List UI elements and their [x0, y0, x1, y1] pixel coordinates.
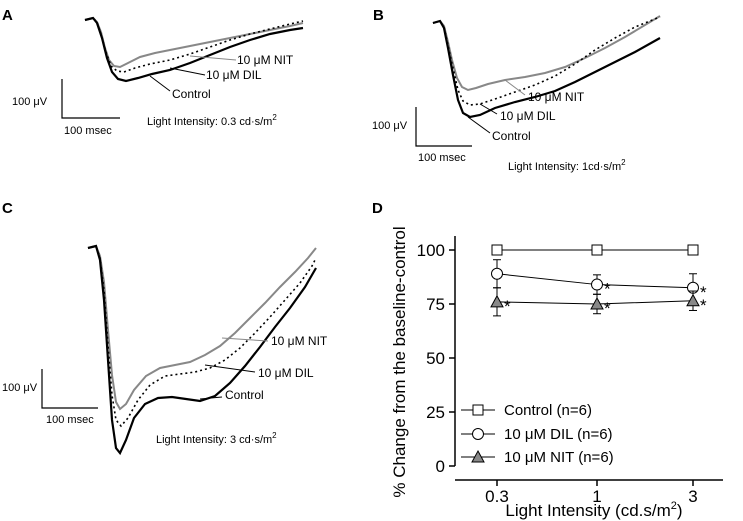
panel-c-dil-label: 10 μM DIL: [258, 366, 314, 380]
y-tick-label: 0: [436, 457, 445, 476]
panel-a-scale-time: 100 msec: [64, 125, 112, 137]
panel-a-intensity: Light Intensity: 0.3 cd·s/m2: [147, 113, 277, 128]
panel-c: C 10 μM NIT 10 μM DIL Control 100 μV 100…: [2, 200, 328, 456]
panel-b-nit-trace: [432, 15, 661, 92]
panel-c-scale-time: 100 msec: [46, 414, 94, 426]
x-axis-title-close: ): [677, 501, 683, 520]
panel-c-nit-trace: [87, 244, 317, 411]
data-point-triangle: [686, 293, 700, 307]
panel-a-intensity-text: Light Intensity: 0.3 cd·s/m: [147, 116, 272, 128]
data-point-circle: [591, 278, 603, 291]
panel-a-dil-label: 10 μM DIL: [206, 68, 262, 82]
data-point-square: [687, 244, 699, 256]
data-point-square: [491, 244, 503, 256]
x-axis-title: Light Intensity (cd.s/m2): [505, 500, 682, 520]
x-axis-title-text: Light Intensity (cd.s/m: [505, 501, 670, 520]
panel-b-scale-time: 100 msec: [418, 152, 466, 164]
panel-b-nit-pointer: [504, 79, 526, 96]
significance-star: *: [700, 296, 707, 315]
panel-b-dil-label: 10 μM DIL: [500, 109, 556, 123]
panel-b-control-trace: [432, 19, 661, 119]
panel-c-nit-pointer: [221, 337, 269, 342]
panel-b-control-pointer: [467, 116, 491, 134]
data-point-triangle: [490, 294, 504, 308]
panel-c-dil-pointer: [204, 364, 256, 373]
data-point-circle: [491, 267, 503, 280]
panel-b-dil-trace: [432, 16, 661, 106]
panel-c-control-label: Control: [225, 388, 264, 402]
panel-a-control-pointer: [149, 75, 171, 92]
legend-nit-label: 10 μM NIT (n=6): [504, 449, 614, 466]
panel-c-control-pointer: [199, 396, 223, 400]
panel-b-scale-amp: 100 μV: [372, 120, 408, 132]
panel-b-dil-pointer: [479, 103, 498, 115]
x-tick-label: 1: [592, 487, 601, 506]
panel-d: D % Change from the baseline-control Lig…: [372, 200, 723, 520]
panel-a-scale-amp: 100 μV: [12, 96, 48, 108]
significance-star: *: [504, 297, 511, 316]
legend-control-square-marker: [472, 404, 484, 416]
legend-dil-label: 10 μM DIL (n=6): [504, 426, 613, 443]
series-dil: * *: [491, 259, 707, 303]
y-tick-label: 25: [426, 403, 445, 422]
y-ticks: 0 25 50 75 100: [417, 241, 455, 476]
panel-c-scale-bar: [41, 369, 98, 409]
series-layer: * ** * *: [490, 244, 707, 318]
panel-c-intensity-sup: 2: [272, 431, 277, 440]
panel-d-letter: D: [372, 200, 383, 217]
legend-control-label: Control (n=6): [504, 402, 592, 419]
significance-star: *: [700, 283, 707, 302]
panel-c-nit-label: 10 μM NIT: [271, 334, 328, 348]
panel-b-intensity: Light Intensity: 1cd·s/m2: [508, 158, 626, 173]
panel-c-intensity-text: Light Intensity: 3 cd·s/m: [156, 434, 272, 446]
x-ticks: 0.3 1 3: [485, 480, 698, 506]
y-axis-title: % Change from the baseline-control: [390, 226, 409, 497]
panel-a-dil-trace: [84, 17, 304, 73]
panel-a-scale-bar: [61, 79, 120, 119]
panel-c-scale-amp: 100 μV: [2, 382, 38, 394]
panel-a-control-label: Control: [172, 87, 211, 101]
panel-c-control-trace: [87, 244, 317, 456]
significance-star: *: [604, 299, 611, 318]
panel-b-intensity-text: Light Intensity: 1cd·s/m: [508, 161, 621, 173]
data-point-square: [591, 244, 603, 256]
panel-a: A 10 μM NIT 10 μM DIL Control 100 μV 100…: [2, 7, 304, 137]
panel-b-scale-bar: [415, 107, 472, 147]
panel-a-letter: A: [2, 7, 13, 24]
data-point-triangle: [590, 296, 604, 310]
x-tick-label: 3: [688, 487, 697, 506]
panel-a-nit-label: 10 μM NIT: [237, 53, 294, 67]
y-tick-label: 100: [417, 241, 445, 260]
series-nit: * * *: [490, 287, 707, 318]
panel-b-nit-label: 10 μM NIT: [528, 90, 585, 104]
panel-c-letter: C: [2, 200, 13, 217]
legend: Control (n=6) 10 μM DIL (n=6) 10 μM NIT …: [461, 402, 614, 466]
panel-c-intensity: Light Intensity: 3 cd·s/m2: [156, 431, 277, 446]
legend-dil-circle-marker: [472, 428, 484, 440]
y-tick-label: 50: [426, 349, 445, 368]
panel-a-intensity-sup: 2: [272, 113, 277, 122]
series-control: [491, 244, 699, 256]
panel-b-control-label: Control: [492, 129, 531, 143]
panel-a-control-trace: [84, 16, 304, 83]
panel-b-intensity-sup: 2: [621, 158, 626, 167]
y-tick-label: 75: [426, 295, 445, 314]
panel-a-nit-pointer: [189, 55, 237, 61]
panel-b-letter: B: [373, 7, 384, 24]
x-tick-label: 0.3: [485, 487, 509, 506]
panel-b: B 10 μM NIT 10 μM DIL Control 100 μV 100…: [372, 7, 661, 173]
legend-nit-triangle-marker: [471, 449, 485, 463]
significance-star: *: [604, 280, 611, 299]
panel-a-dil-pointer: [169, 67, 206, 76]
x-axis-title-sup: 2: [671, 500, 677, 512]
